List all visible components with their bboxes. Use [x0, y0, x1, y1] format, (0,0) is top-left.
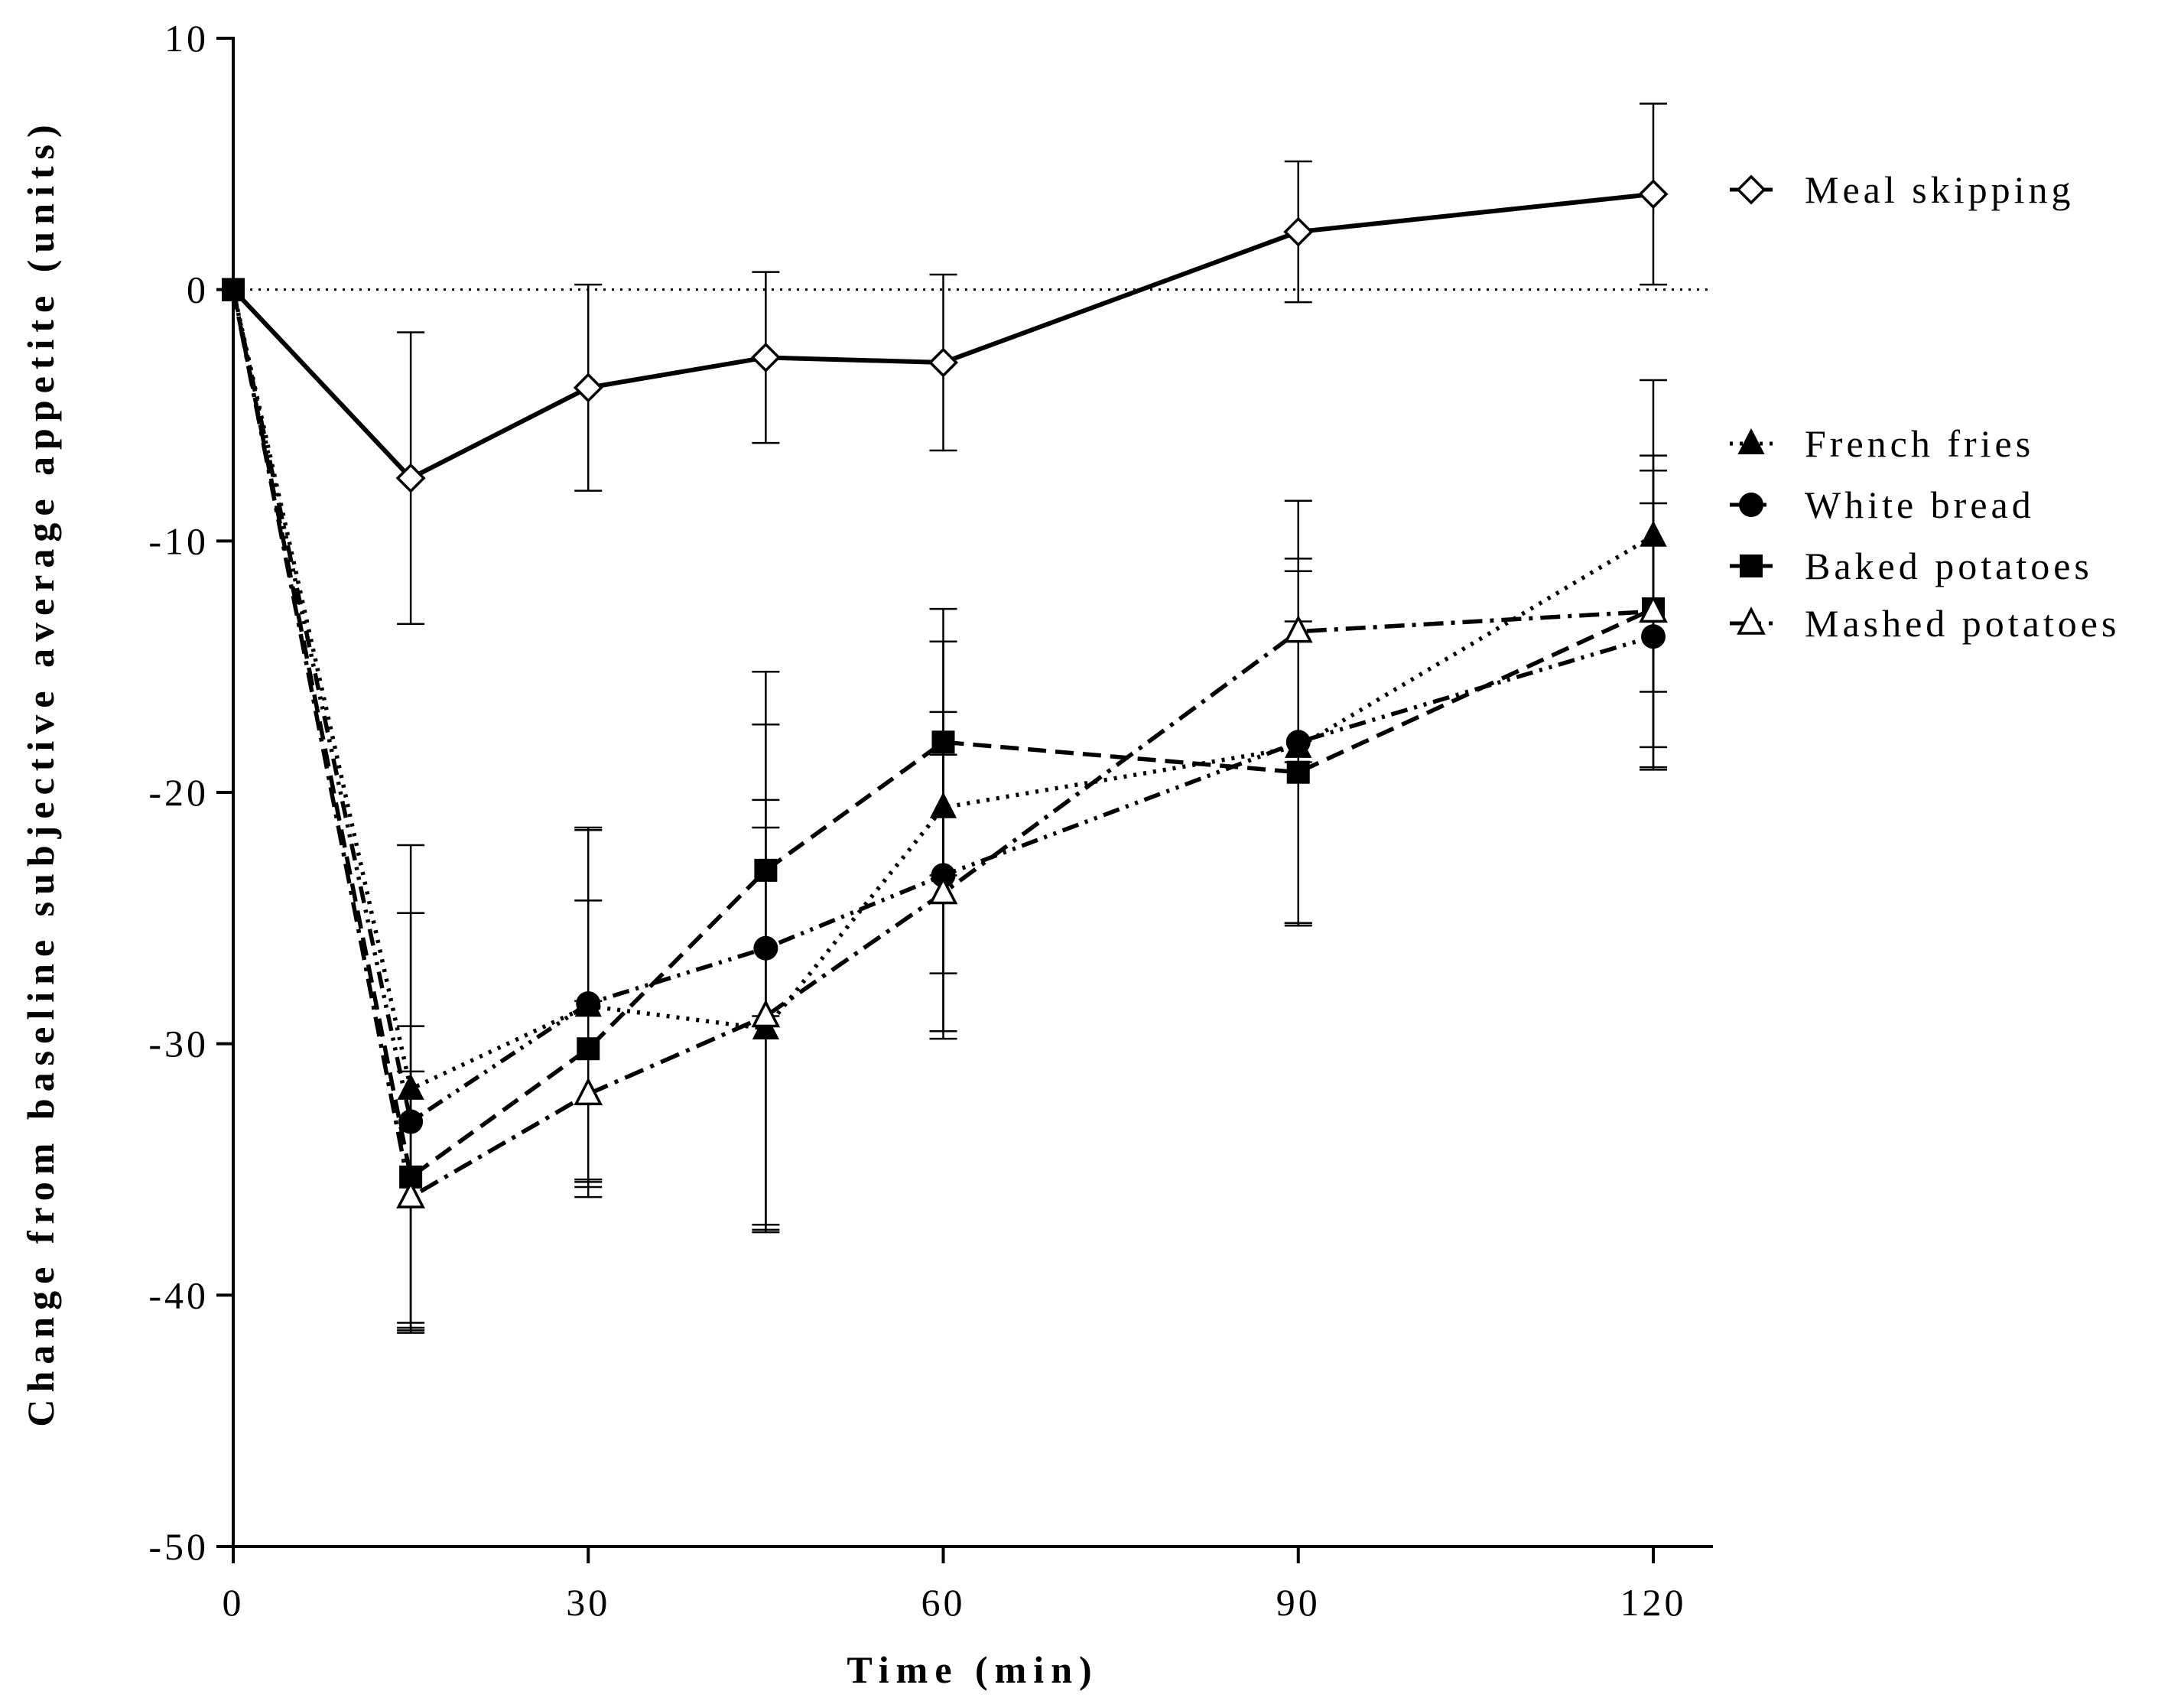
y-axis-title: Change from baseline subjective average …: [19, 118, 62, 1426]
legend-label: French fries: [1805, 422, 2034, 465]
series-4-points: [222, 278, 1668, 1208]
data-point: [577, 1037, 600, 1061]
data-point: [222, 278, 245, 301]
data-point: [398, 1109, 424, 1134]
y-tick-label: -10: [148, 519, 209, 562]
legend-label: Baked potatoes: [1805, 545, 2093, 587]
legend-marker: [1737, 607, 1766, 635]
data-point: [576, 991, 601, 1016]
legend-item-french-fries: French fries: [1730, 422, 2034, 465]
series-0-error-bars: [397, 102, 1667, 626]
y-tick-label: -50: [148, 1525, 209, 1568]
data-point: [928, 347, 958, 378]
legend-marker: [1737, 428, 1765, 454]
data-point: [1641, 624, 1666, 649]
legend-item-white-bread: White bread: [1730, 483, 2035, 526]
data-point: [573, 372, 603, 403]
data-series: [222, 102, 1669, 1334]
legend-label: Mashed potatoes: [1805, 602, 2120, 645]
legend-label: White bread: [1805, 483, 2035, 526]
data-point: [1640, 520, 1667, 547]
data-point: [574, 1077, 603, 1106]
x-tick-label: 90: [1276, 1581, 1321, 1624]
y-tick-label: -40: [148, 1273, 209, 1316]
data-point: [929, 792, 957, 818]
legend: Meal skipping French fries White bread Bake…: [1730, 168, 2120, 645]
data-point: [1286, 760, 1310, 784]
legend-marker: [1736, 174, 1766, 205]
x-tick-label: 30: [566, 1581, 610, 1624]
data-point: [751, 999, 781, 1028]
data-point: [928, 876, 958, 905]
data-point: [397, 1073, 424, 1100]
data-point: [1283, 216, 1314, 247]
data-point: [1283, 614, 1313, 643]
data-point: [753, 935, 778, 961]
data-point: [396, 1180, 425, 1208]
y-tick-label: 10: [164, 17, 209, 60]
x-tick-label: 60: [921, 1581, 966, 1624]
data-point: [1638, 179, 1669, 210]
data-point: [931, 730, 955, 754]
data-point: [1285, 730, 1311, 755]
data-point: [754, 858, 778, 882]
x-axis-title: Time (min): [847, 1648, 1098, 1691]
legend-item-baked-potatoes: Baked potatoes: [1730, 545, 2093, 587]
axes: 10 0 -10 -20 -30 -40 -50 0 30 60 90 120: [148, 17, 1713, 1624]
data-point: [750, 342, 781, 372]
legend-marker: [1740, 555, 1763, 577]
x-tick-label: 120: [1620, 1581, 1687, 1624]
y-tick-label: 0: [187, 268, 209, 311]
data-point: [1639, 594, 1668, 623]
legend-item-mashed-potatoes: Mashed potatoes: [1730, 602, 2120, 645]
legend-marker: [1739, 493, 1763, 517]
legend-item-meal-skipping: Meal skipping: [1730, 168, 2074, 211]
data-point: [395, 463, 426, 493]
data-point: [931, 863, 956, 888]
x-tick-label: 0: [223, 1581, 245, 1624]
legend-label: Meal skipping: [1805, 168, 2074, 211]
y-tick-label: -30: [148, 1023, 209, 1065]
y-tick-label: -20: [148, 771, 209, 814]
